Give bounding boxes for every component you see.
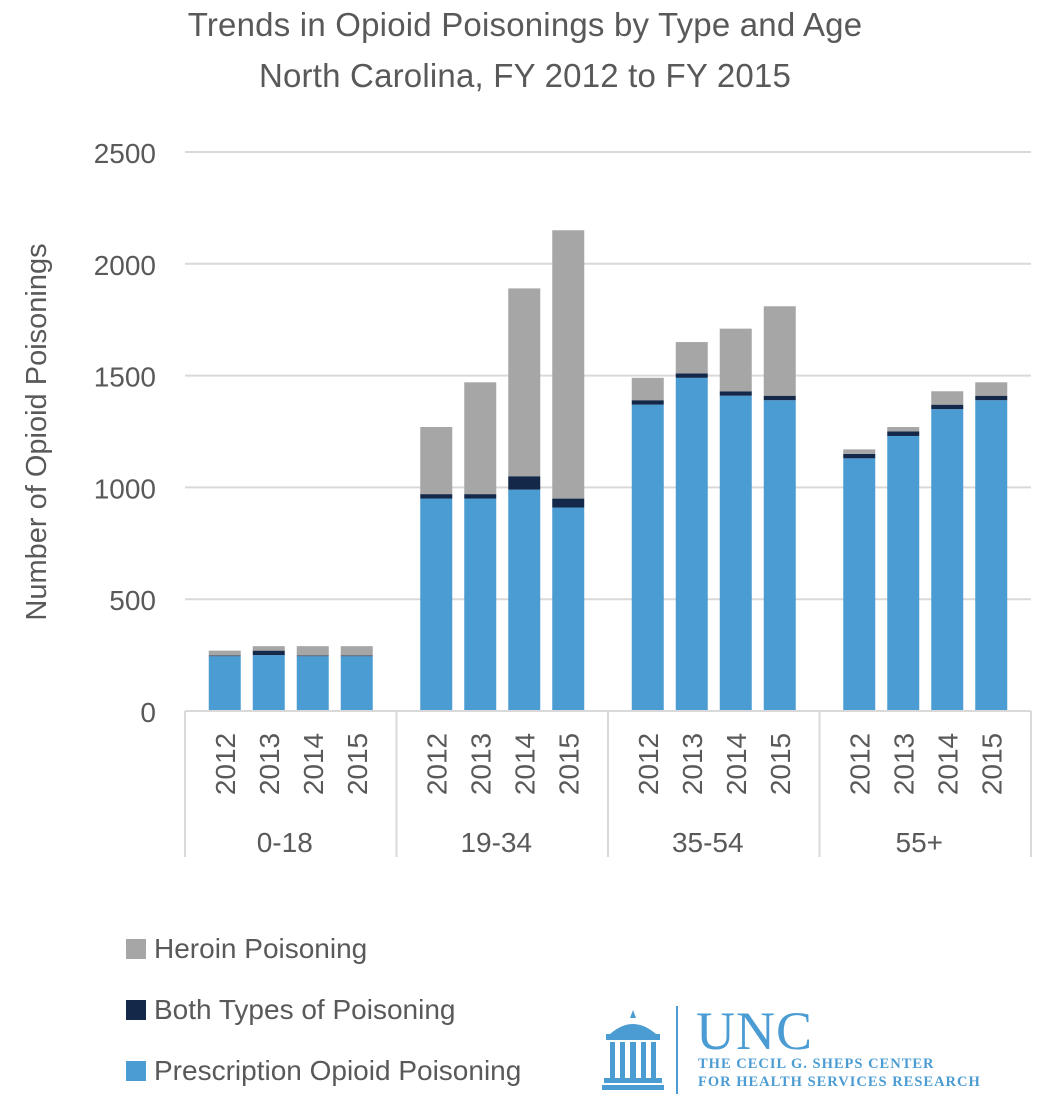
legend-swatch-prescription [126,1061,146,1081]
bar-segment-prescription [552,507,585,711]
bar-segment-heroin [975,382,1008,396]
x-tick-label: 2013 [677,733,708,795]
legend-swatch-heroin [126,939,146,959]
y-tick-label: 0 [140,697,156,728]
legend-item-prescription: Prescription Opioid Poisoning [126,1054,521,1088]
bar-segment-both [763,395,796,401]
group-label: 55+ [896,827,944,858]
bar-segment-both [340,655,373,657]
bar-segment-heroin [296,646,329,656]
bar-segment-both [252,650,285,656]
x-tick-label: 2015 [553,733,584,795]
bar-segment-prescription [508,489,541,711]
bar-segment-prescription [420,498,453,711]
bar-segment-prescription [931,409,964,711]
bar-segment-prescription [208,656,241,711]
unc-sheps-logo: UNC THE CECIL G. SHEPS CENTER FOR HEALTH… [600,1004,1040,1100]
bar-segment-prescription [887,435,920,711]
x-tick-label: 2014 [509,733,540,795]
bar-segment-both [843,453,876,459]
x-tick-label: 2014 [298,733,329,795]
y-tick-label: 1000 [94,473,156,504]
x-tick-label: 2013 [888,733,919,795]
y-axis-label: Number of Opioid Poisonings [21,243,53,620]
bar-segment-both [887,431,920,436]
bar-segment-prescription [631,404,664,711]
logo-divider [676,1006,678,1094]
bars [208,230,1008,711]
bar-segment-heroin [763,306,796,396]
bar-segment-both [508,476,541,490]
old-well-icon [602,1010,664,1090]
group-labels: 0-18 19-34 35-54 55+ [257,827,943,858]
bar-segment-prescription [296,656,329,711]
x-tick-label: 2012 [421,733,452,795]
bar-segment-heroin [719,328,752,392]
y-tick-label: 1500 [94,362,156,393]
legend-label-prescription: Prescription Opioid Poisoning [154,1055,522,1086]
legend-swatch-both [126,1000,146,1020]
y-tick-label: 500 [109,585,156,616]
bar-segment-both [975,395,1008,401]
x-tick-label: 2014 [721,733,752,795]
bar-segment-both [464,494,497,499]
x-tick-label: 2013 [254,733,285,795]
chart-subtitle: North Carolina, FY 2012 to FY 2015 [258,57,792,94]
bar-segment-heroin [843,449,876,454]
bar-segment-both [208,655,241,657]
legend-label-both: Both Types of Poisoning [154,994,456,1025]
logo-subtitle-line1: THE CECIL G. SHEPS CENTER [698,1056,935,1072]
bar-segment-prescription [340,656,373,711]
bar-segment-heroin [552,230,585,499]
x-tick-label: 2014 [932,733,963,795]
bar-segment-both [719,391,752,396]
x-tick-label: 2012 [844,733,875,795]
bar-segment-heroin [340,646,373,656]
bar-segment-heroin [508,288,541,477]
chart-title: Trends in Opioid Poisonings by Type and … [187,6,863,43]
logo-subtitle-line2: FOR HEALTH SERVICES RESEARCH [698,1074,981,1090]
group-label: 19-34 [460,827,532,858]
bar-segment-heroin [464,382,497,495]
bar-segment-heroin [420,427,453,495]
group-label: 0-18 [257,827,313,858]
bar-segment-prescription [675,377,708,711]
y-tick-labels: 0 500 1000 1500 2000 2500 [94,138,156,728]
x-tick-label: 2013 [465,733,496,795]
legend-label-heroin: Heroin Poisoning [154,933,368,964]
bar-segment-prescription [763,400,796,711]
bar-segment-prescription [843,458,876,711]
y-tick-label: 2000 [94,250,156,281]
bar-segment-heroin [252,646,285,651]
x-tick-label: 2015 [976,733,1007,795]
bar-segment-heroin [887,427,920,432]
legend-item-both: Both Types of Poisoning [126,993,455,1027]
logo-wordmark: UNC [696,1001,814,1061]
bar-segment-prescription [252,655,285,711]
bar-segment-heroin [631,377,664,401]
x-tick-label: 2012 [210,733,241,795]
x-axis [184,710,1032,857]
x-tick-label: 2015 [765,733,796,795]
bar-segment-prescription [464,498,497,711]
x-tick-label: 2012 [633,733,664,795]
bar-segment-both [631,400,664,405]
group-label: 35-54 [672,827,744,858]
bar-segment-prescription [975,400,1008,711]
bar-segment-both [296,655,329,657]
bar-segment-both [675,373,708,378]
bar-segment-heroin [931,391,964,405]
legend-item-heroin: Heroin Poisoning [126,932,367,966]
bar-segment-both [931,404,964,410]
bar-segment-both [552,498,585,508]
y-tick-label: 2500 [94,138,156,169]
bar-segment-heroin [675,342,708,374]
bar-segment-prescription [719,395,752,711]
bar-segment-both [420,494,453,499]
x-tick-labels: 2012 2013 2014 2015 2012 2013 2014 2015 2012 2013… [210,733,1008,795]
x-tick-label: 2015 [342,733,373,795]
bar-segment-heroin [208,650,241,656]
